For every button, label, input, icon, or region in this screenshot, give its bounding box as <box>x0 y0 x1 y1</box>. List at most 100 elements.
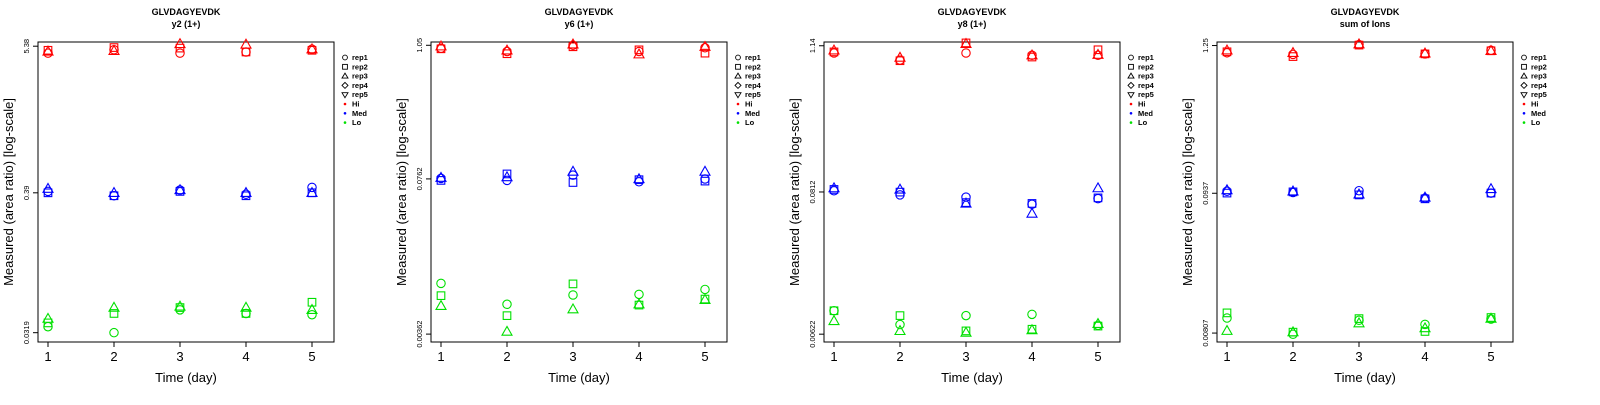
legend-item-rep3: rep3 <box>734 72 761 81</box>
legend-marker-dot <box>343 112 347 115</box>
data-point-med-rep3 <box>435 171 447 182</box>
legend-marker-diamond <box>1520 81 1528 90</box>
y-tick-label: 0.0319 <box>22 321 31 344</box>
data-point-hi-rep3 <box>108 44 120 56</box>
data-point-hi-rep3 <box>1485 44 1497 55</box>
x-tick-label: 3 <box>962 349 969 364</box>
x-tick-label: 2 <box>110 349 117 364</box>
data-point-lo-rep1 <box>241 308 251 319</box>
legend-marker-diamond <box>341 81 349 90</box>
data-point-med-rep2 <box>568 178 578 187</box>
x-tick-label: 1 <box>830 349 837 364</box>
legend-item-rep3: rep3 <box>341 72 368 81</box>
chart-subtitle: y2 (1+) <box>172 19 201 29</box>
legend-marker-square <box>342 63 348 70</box>
data-point-hi-rep2 <box>1093 45 1103 55</box>
legend-label: Hi <box>352 100 360 109</box>
data-point-lo-rep3 <box>699 293 711 304</box>
data-point-med-rep2 <box>436 176 446 185</box>
legend-label: rep1 <box>1531 53 1547 62</box>
legend-item-rep1: rep1 <box>735 53 761 62</box>
legend-item-rep2: rep2 <box>342 62 368 71</box>
data-point-med-rep3 <box>42 182 54 193</box>
data-point-lo-rep2 <box>829 306 839 316</box>
data-point-lo-rep3 <box>1287 325 1299 337</box>
legend-item-hi: Hi <box>343 100 360 109</box>
plot-frame <box>37 41 335 343</box>
data-point-hi-rep3 <box>240 38 252 49</box>
data-point-med-rep1 <box>241 189 251 200</box>
data-point-hi-rep3 <box>501 44 513 55</box>
data-point-lo-rep3 <box>240 301 252 312</box>
legend-marker-triangle-up <box>734 72 742 79</box>
x-tick-label: 5 <box>308 349 315 364</box>
data-point-hi-rep3 <box>42 45 54 56</box>
y-tick-label: 0.0762 <box>415 167 424 190</box>
data-point-hi-rep3 <box>435 39 447 51</box>
data-point-hi-rep3 <box>306 42 318 54</box>
legend-marker-dot <box>1522 102 1526 106</box>
data-point-lo-rep2 <box>43 318 53 328</box>
data-point-med-rep2 <box>109 191 119 201</box>
data-point-med-rep3 <box>306 186 318 197</box>
x-tick-label: 3 <box>1355 349 1362 364</box>
legend-item-rep1: rep1 <box>1521 53 1547 62</box>
data-point-lo-rep3 <box>1353 316 1365 328</box>
legend-marker-triangle-down <box>1127 92 1135 99</box>
data-point-med-rep3 <box>567 165 579 176</box>
data-point-hi-rep3 <box>699 40 711 51</box>
chart-title: GLVDAGYEVDK <box>545 7 614 17</box>
data-point-lo-rep1 <box>502 299 512 310</box>
data-point-hi-rep1 <box>961 48 971 58</box>
y-tick-label: 0.0937 <box>1201 182 1210 205</box>
chart-title: GLVDAGYEVDK <box>938 7 1007 17</box>
data-point-med-rep3 <box>501 170 513 182</box>
legend-label: rep1 <box>1138 53 1154 62</box>
data-point-lo-rep2 <box>568 279 578 289</box>
y-tick-label: 0.00622 <box>808 321 817 348</box>
legend-item-rep5: rep5 <box>1127 90 1154 99</box>
legend-item-med: Med <box>343 109 367 118</box>
legend-marker-circle <box>342 54 348 61</box>
legend-item-lo: Lo <box>1522 118 1541 127</box>
legend-label: rep5 <box>352 90 368 99</box>
legend-label: Med <box>1531 109 1546 118</box>
data-point-hi-rep3 <box>960 37 972 48</box>
legend-marker-diamond <box>1127 81 1135 90</box>
legend-item-hi: Hi <box>1522 100 1539 109</box>
y-tick-label: 5.38 <box>22 39 31 54</box>
data-point-med-rep1 <box>961 192 971 202</box>
x-tick-label: 4 <box>635 349 642 364</box>
legend-label: Hi <box>745 100 753 109</box>
legend-item-rep5: rep5 <box>341 90 368 99</box>
legend-marker-dot <box>736 102 740 106</box>
x-tick-label: 3 <box>569 349 576 364</box>
data-point-lo-rep1 <box>436 278 446 289</box>
data-point-lo-rep3 <box>1092 317 1104 328</box>
x-tick-label: 2 <box>1289 349 1296 364</box>
legend-label: rep4 <box>745 81 762 90</box>
legend-marker-square <box>735 63 741 70</box>
x-axis-label: Time (day) <box>155 370 217 385</box>
chart-panel-1: GLVDAGYEVDK y2 (1+) 1 2 3 4 5 Time (day) 0.0319 0… <box>1 7 369 385</box>
data-point-med-rep2 <box>700 176 710 186</box>
data-point-hi-rep2 <box>109 43 119 52</box>
legend-marker-dot <box>1522 121 1526 124</box>
data-point-lo-rep1 <box>634 289 644 300</box>
legend-marker-diamond <box>734 81 742 90</box>
legend-label: rep2 <box>745 62 761 71</box>
data-point-lo-rep1 <box>829 305 839 316</box>
x-tick-label: 5 <box>1487 349 1494 364</box>
x-tick-label: 4 <box>1421 349 1428 364</box>
data-point-lo-rep2 <box>436 291 446 301</box>
y-tick-label: 1.05 <box>415 38 424 53</box>
data-point-med-rep3 <box>1092 181 1104 193</box>
data-point-med-rep2 <box>895 187 905 197</box>
chart-panel-4: GLVDAGYEVDK sum of Ions 1 2 3 4 5 Time (day) 0.0… <box>1180 7 1548 385</box>
data-point-med-rep1 <box>895 190 905 200</box>
legend-label: Lo <box>1531 118 1541 127</box>
data-point-hi-rep3 <box>1353 37 1365 49</box>
legend-marker-triangle-up <box>1127 72 1135 79</box>
data-point-lo-rep3 <box>306 303 318 315</box>
